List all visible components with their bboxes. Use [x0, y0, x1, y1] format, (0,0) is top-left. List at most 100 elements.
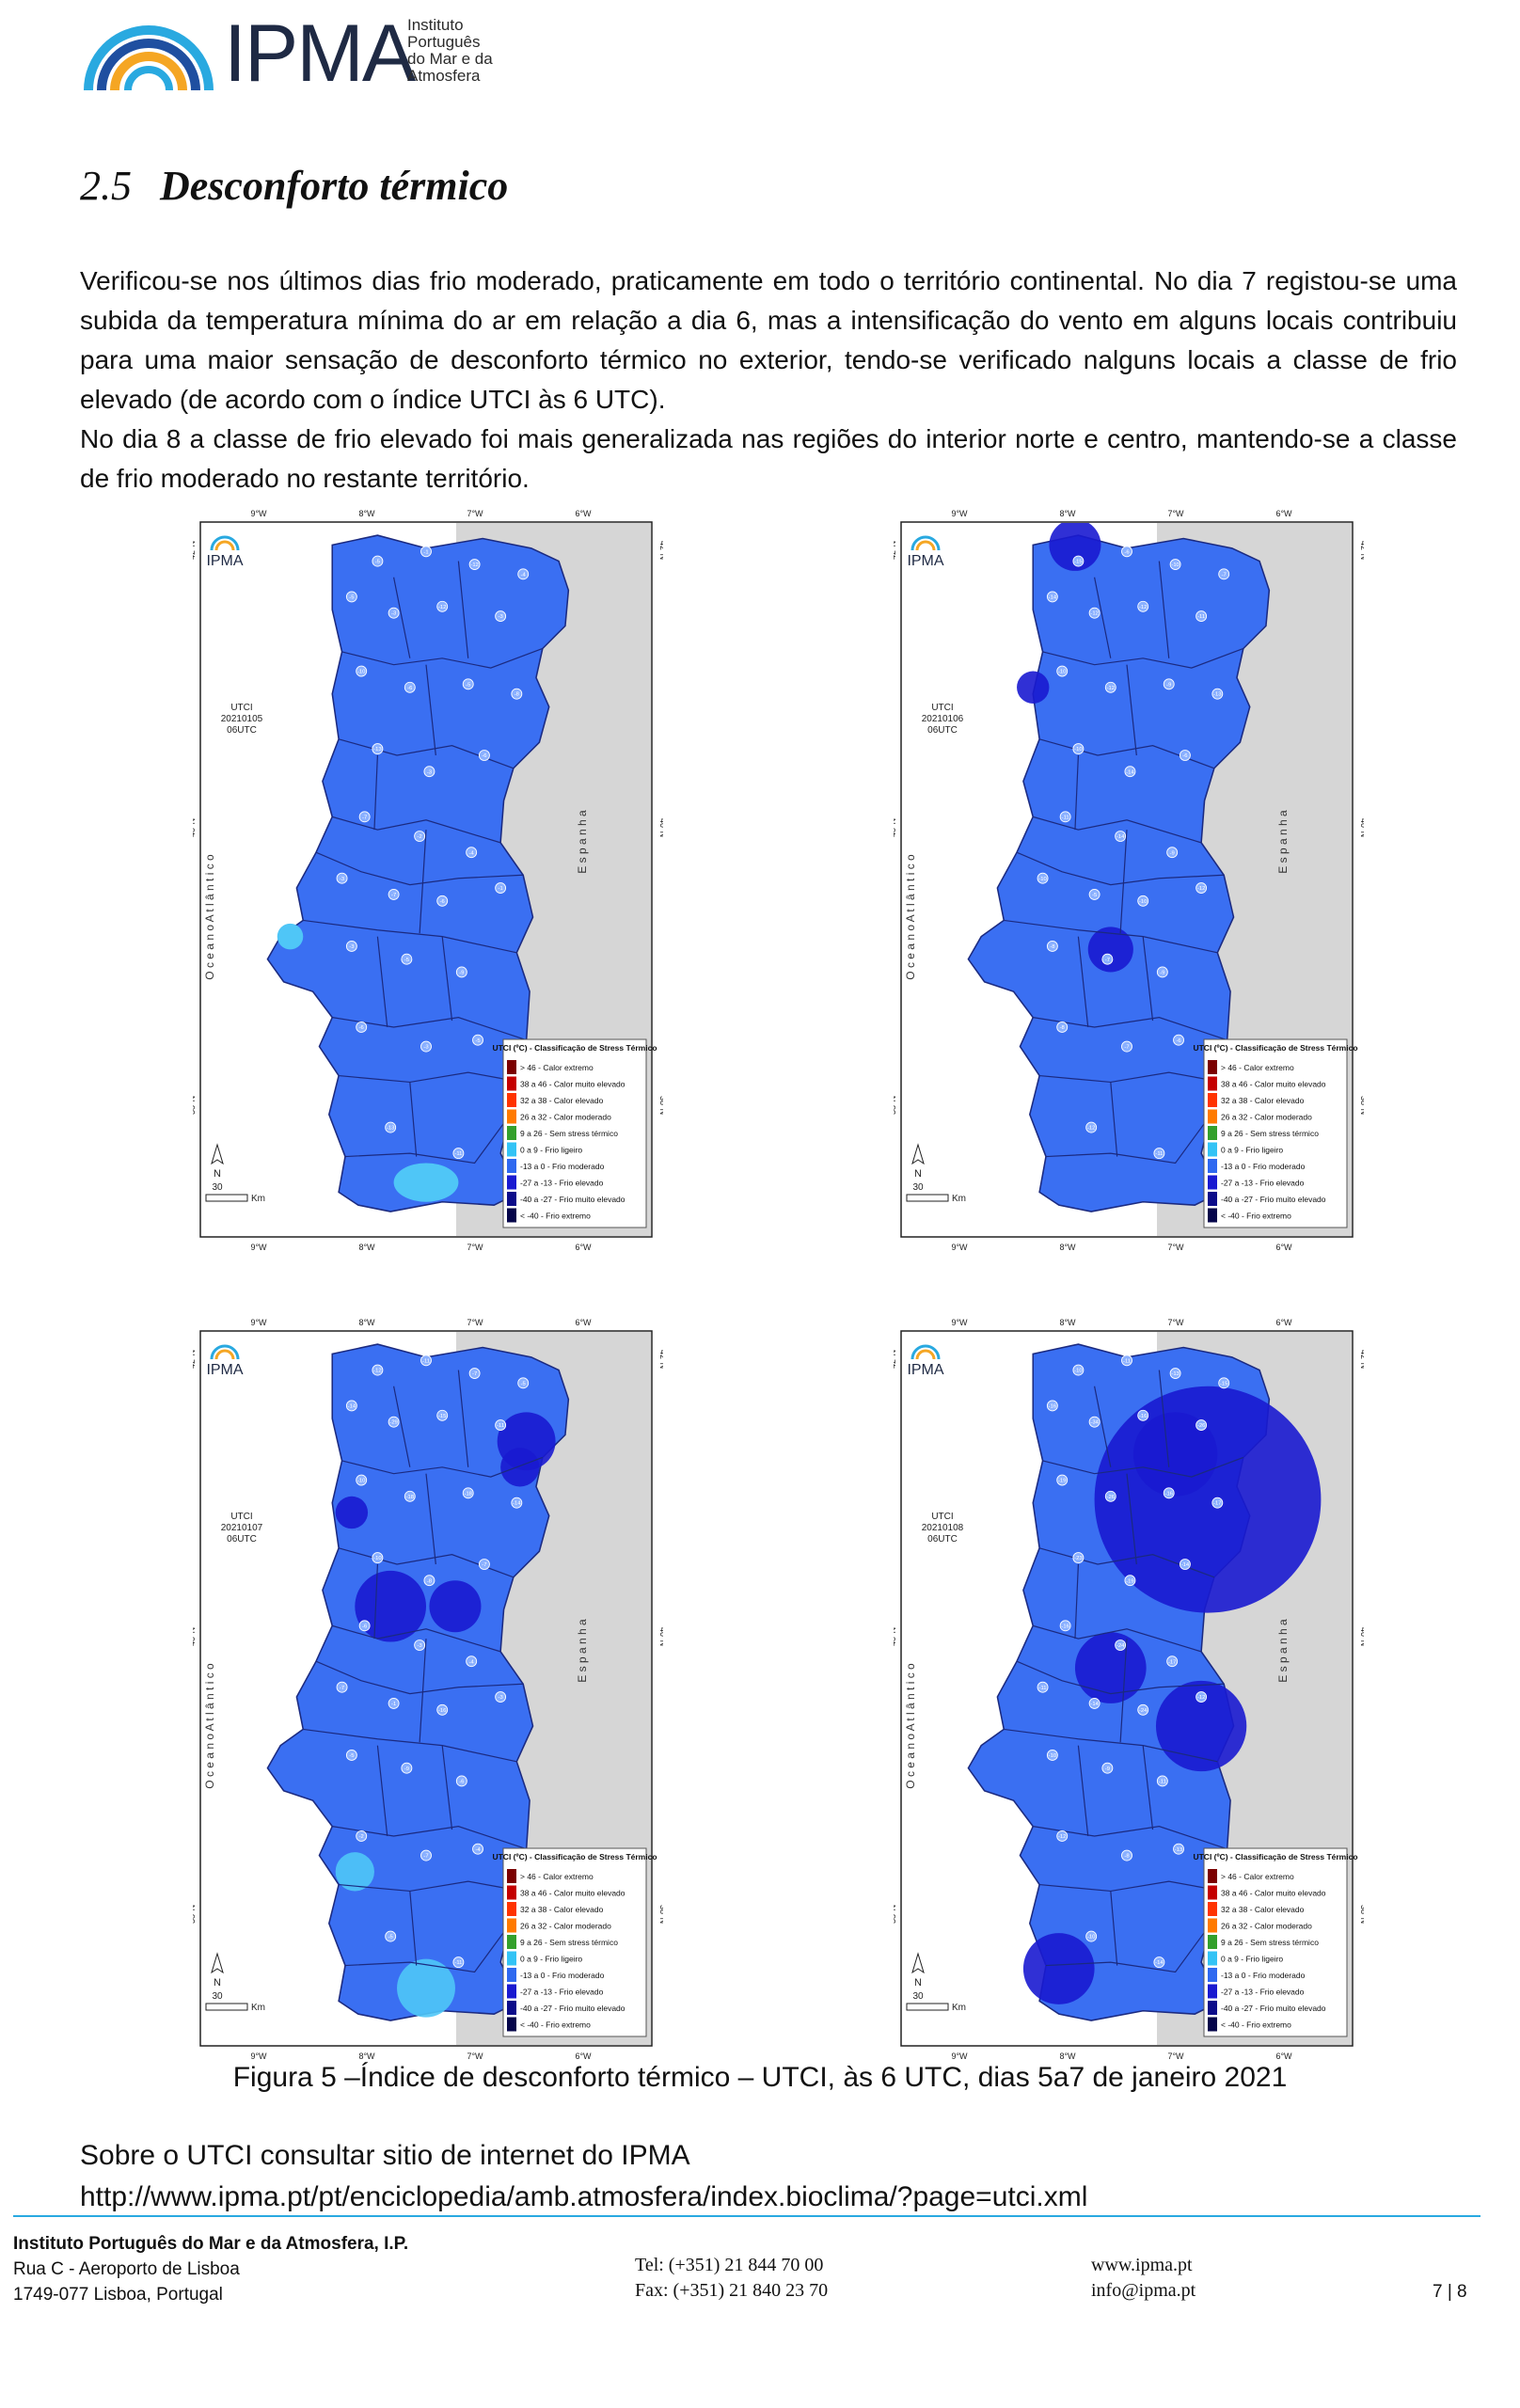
station-point — [466, 1656, 478, 1668]
district-border — [1158, 561, 1170, 658]
map-date-stamp: 06UTC — [927, 725, 958, 736]
legend-entry: 26 a 32 - Calor moderado — [520, 1113, 611, 1122]
legend-swatch — [507, 1192, 516, 1206]
lon-label-top: 8°W — [358, 509, 375, 518]
district-border — [1077, 1745, 1089, 1837]
station-value: -11 — [1039, 1686, 1047, 1691]
station-value: -9 — [404, 1766, 409, 1772]
legend-swatch — [507, 1885, 516, 1900]
station-point — [1059, 1620, 1071, 1632]
station-value: -4 — [469, 850, 475, 856]
ocean-label: O c e a n o A t l â n t i c o — [904, 854, 917, 980]
utci-zone — [335, 1496, 369, 1529]
station-value: -13 — [373, 747, 381, 752]
legend-swatch — [507, 1142, 516, 1157]
station-point — [1218, 1377, 1230, 1389]
legend-swatch — [1208, 1076, 1217, 1091]
lon-label-bottom: 8°W — [358, 1243, 375, 1252]
lon-label-top: 7°W — [467, 509, 483, 518]
station-point — [1115, 1640, 1127, 1651]
lat-label-left: 42°N — [894, 1350, 897, 1369]
station-point — [1166, 847, 1179, 859]
legend-swatch — [1208, 1902, 1217, 1916]
station-value: -14 — [513, 1501, 521, 1507]
legend-swatch — [507, 2017, 516, 2032]
legend-entry: 38 a 46 - Calor muito elevado — [1221, 1080, 1326, 1089]
station-value: -5 — [349, 595, 354, 601]
station-value: -17 — [1213, 1501, 1221, 1507]
footer-website[interactable]: www.ipma.pt — [1091, 2255, 1193, 2275]
footer-email[interactable]: info@ipma.pt — [1091, 2280, 1196, 2301]
legend-entry: -13 a 0 - Frio moderado — [1221, 1971, 1306, 1980]
station-value: -5 — [475, 1038, 480, 1044]
station-value: -26 — [1197, 1423, 1205, 1429]
lon-label-top: 9°W — [250, 1318, 267, 1327]
district-border — [393, 577, 411, 658]
station-point — [358, 811, 371, 823]
legend-swatch — [507, 1159, 516, 1173]
station-point — [452, 1148, 465, 1160]
station-point — [478, 1559, 490, 1570]
station-value: -7 — [482, 1562, 486, 1568]
station-value: -9 — [1170, 850, 1175, 856]
station-point — [1195, 1691, 1208, 1703]
station-point — [345, 1750, 357, 1761]
district-border — [1126, 1473, 1137, 1565]
station-point — [468, 559, 481, 570]
station-point — [1218, 568, 1230, 580]
district-border — [1142, 1745, 1154, 1830]
station-point — [1173, 1843, 1184, 1855]
district-border — [1033, 816, 1202, 844]
station-value: -7 — [1105, 958, 1110, 963]
station-value: -3 — [499, 614, 503, 620]
station-point — [356, 1830, 368, 1842]
station-point — [414, 831, 426, 842]
station-value: -9 — [1160, 971, 1164, 976]
ipma-logo: IPMA Instituto Português do Mar e da Atm… — [83, 8, 515, 94]
district-border — [1119, 1639, 1128, 1743]
scale-unit: Km — [251, 2003, 265, 2013]
utci-zone — [355, 1570, 426, 1642]
station-value: -13 — [1171, 1371, 1179, 1377]
about-link[interactable]: http://www.ipma.pt/pt/enciclopedia/amb.a… — [80, 2181, 1088, 2212]
section-title: Desconforto térmico — [160, 163, 509, 209]
scale-value: 30 — [212, 1182, 223, 1193]
lon-label-top: 6°W — [575, 1318, 592, 1327]
station-point — [1124, 766, 1136, 778]
legend-swatch — [1208, 1208, 1217, 1223]
lon-label-top: 7°W — [1167, 509, 1184, 518]
station-point — [1179, 750, 1191, 761]
district-border — [1094, 1386, 1112, 1467]
district-border — [1042, 647, 1244, 669]
station-point — [1072, 743, 1085, 755]
station-point — [356, 1474, 368, 1486]
station-value: -11 — [1197, 614, 1205, 620]
district-border — [303, 1728, 517, 1763]
station-value: -10 — [1049, 1753, 1057, 1759]
legend-swatch — [1208, 1984, 1217, 1999]
station-point — [1169, 559, 1181, 570]
station-point — [1104, 1490, 1116, 1502]
station-point — [358, 1620, 371, 1632]
legend-entry: 32 a 38 - Calor elevado — [1221, 1096, 1305, 1105]
north-label: N — [214, 1977, 221, 1988]
legend-box — [1203, 1847, 1348, 2037]
legend-swatch — [507, 1869, 516, 1883]
utci-zone — [335, 1852, 374, 1892]
station-point — [423, 766, 435, 778]
station-value: -29 — [389, 1420, 397, 1426]
station-value: -6 — [1182, 753, 1187, 759]
footer-fax: Fax: (+351) 21 840 23 70 — [635, 2280, 829, 2301]
map-date-stamp: 06UTC — [227, 725, 257, 736]
station-value: -11 — [1062, 815, 1069, 820]
district-border — [1004, 1728, 1218, 1763]
district-border — [339, 1880, 504, 1893]
mini-logo-icon — [210, 1344, 240, 1360]
utci-zone — [1155, 1680, 1247, 1772]
mini-logo-word: IPMA — [907, 553, 943, 569]
lon-label-top: 6°W — [1275, 509, 1292, 518]
lat-label-left: 42°N — [193, 1350, 197, 1369]
utci-zone — [1022, 1933, 1095, 2004]
lat-label-right: 38°N — [1359, 1096, 1364, 1115]
utci-zone — [1049, 523, 1101, 571]
